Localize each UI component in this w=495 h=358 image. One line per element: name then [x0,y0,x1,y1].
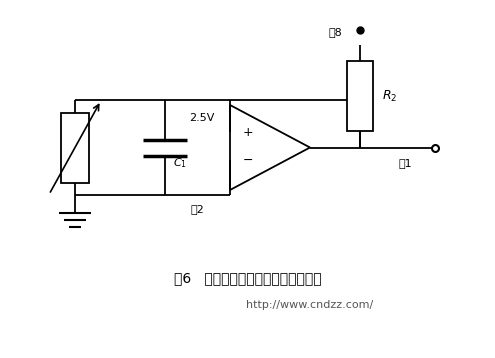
Text: http://www.cndzz.com/: http://www.cndzz.com/ [247,300,374,310]
Text: $R_2$: $R_2$ [382,89,397,104]
Text: 脚8: 脚8 [328,27,342,37]
Text: 图6   改变误差放大器增益的等效电路: 图6 改变误差放大器增益的等效电路 [174,271,322,285]
Text: −: − [243,154,253,167]
Polygon shape [347,61,373,131]
Text: 2.5V: 2.5V [189,113,215,123]
Polygon shape [61,112,89,183]
Text: $C_1$: $C_1$ [173,156,187,170]
Text: +: + [243,126,253,139]
Text: 脚1: 脚1 [398,159,412,169]
Text: 脚2: 脚2 [190,204,204,214]
